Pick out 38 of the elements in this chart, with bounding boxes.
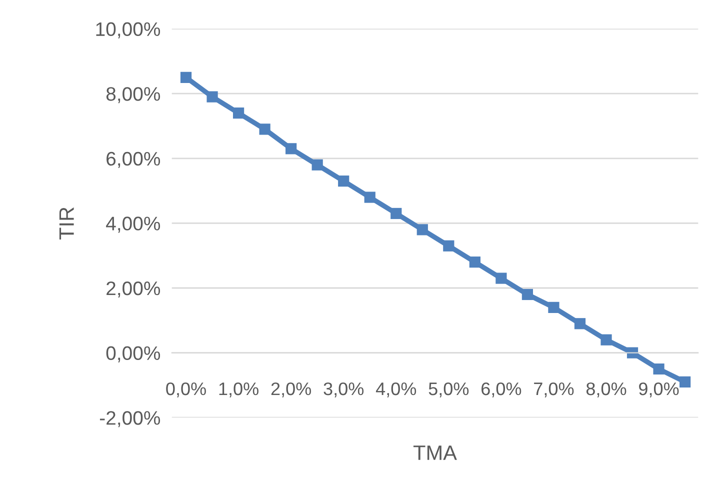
y-tick-label: 10,00%	[96, 22, 160, 38]
point	[522, 288, 534, 300]
x-tick-label: 7,0%	[534, 382, 574, 398]
point	[312, 159, 323, 170]
x-tick-label: 6,0%	[482, 382, 522, 398]
point	[232, 107, 244, 119]
y-tick-label: 0,00%	[106, 346, 160, 362]
x-tick-label: 9,0%	[639, 382, 679, 398]
y-tick-label: 8,00%	[106, 87, 160, 104]
point	[180, 72, 192, 83]
point	[469, 256, 480, 268]
x-tick-label: 8,0%	[586, 382, 626, 398]
point	[338, 176, 350, 187]
x-tick-label: 0,0%	[166, 382, 206, 398]
point	[574, 318, 586, 330]
x-axis-title: TMA	[413, 446, 457, 460]
point	[390, 208, 402, 220]
y-tick-label: 4,00%	[106, 216, 160, 233]
point	[364, 192, 376, 203]
point	[496, 272, 507, 284]
x-tick-label: 3,0%	[324, 382, 364, 398]
point	[286, 143, 297, 154]
y-tick-label: 2,00%	[106, 281, 160, 298]
x-tick-label: 1,0%	[219, 382, 258, 398]
y-axis-title: TIR	[59, 207, 74, 240]
y-tick-label: 6,00%	[106, 152, 160, 168]
point	[206, 91, 218, 102]
x-tick-label: 4,0%	[376, 382, 416, 398]
point	[259, 124, 270, 135]
x-tick-label: 5,0%	[428, 382, 469, 398]
y-tick-label: -2,00%	[100, 411, 160, 428]
point	[679, 376, 691, 388]
point	[443, 240, 454, 252]
point	[653, 363, 664, 375]
point	[416, 224, 428, 236]
point	[548, 302, 560, 313]
x-tick-label: 2,0%	[271, 382, 312, 398]
point	[600, 334, 612, 346]
